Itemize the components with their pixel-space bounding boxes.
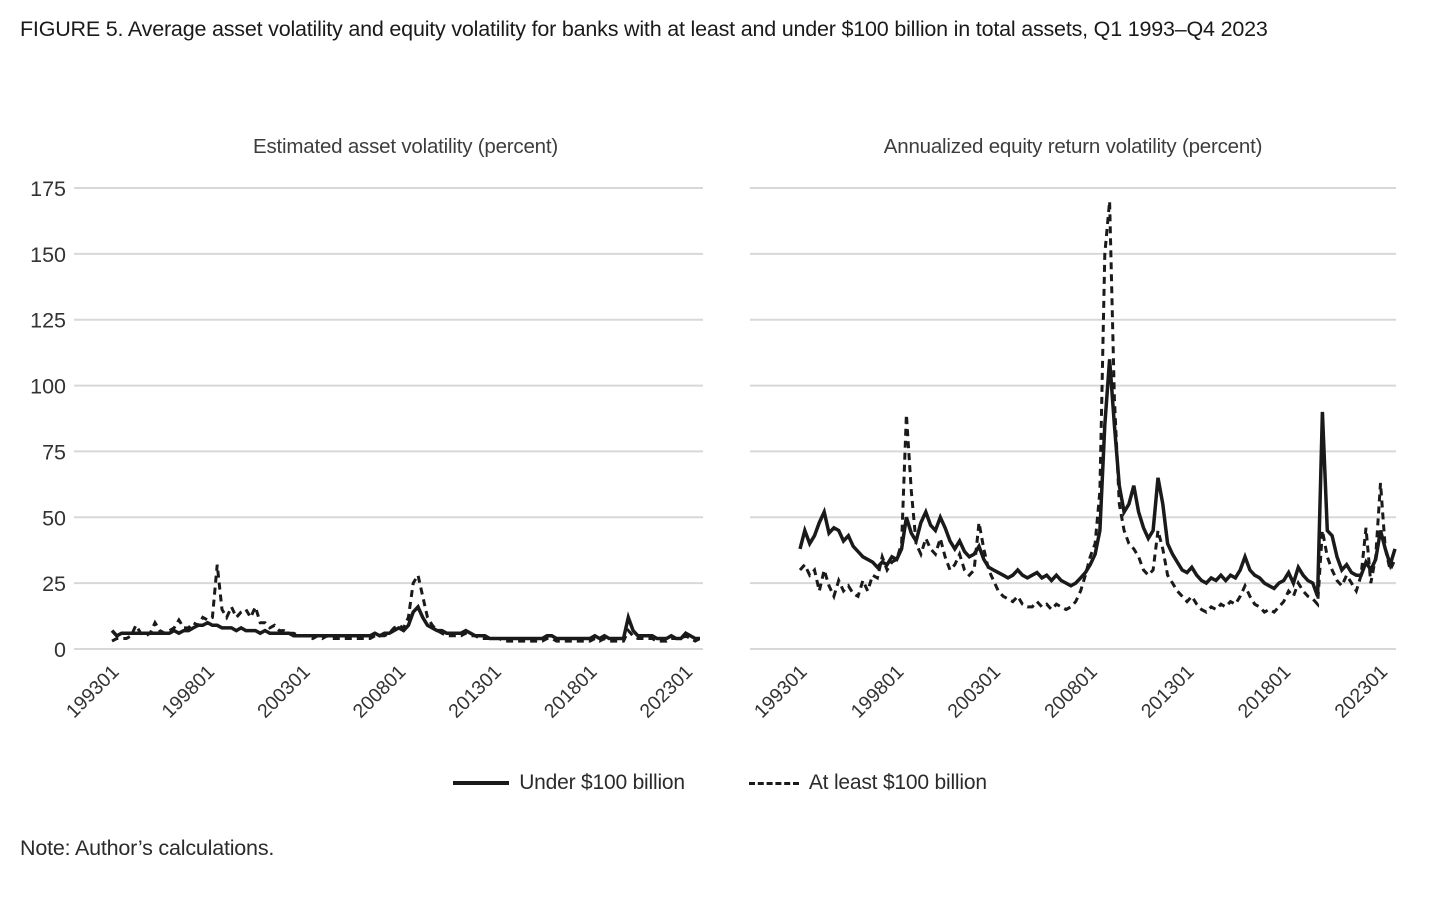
left-chart-title: Estimated asset volatility (percent) <box>253 135 558 158</box>
legend-label-under-100b: Under $100 billion <box>519 771 685 794</box>
figure-title: FIGURE 5. Average asset volatility and e… <box>20 17 1268 41</box>
x-tick-label-201801: 201801 <box>1234 661 1296 723</box>
legend-label-at-least-100b: At least $100 billion <box>808 771 987 794</box>
series-line-at-least-100b <box>798 201 1397 614</box>
figure-note: Note: Author’s calculations. <box>20 836 275 860</box>
x-tick-label-199301: 199301 <box>62 661 124 723</box>
x-tick-label-201801: 201801 <box>540 661 602 723</box>
x-tick-label-199301: 199301 <box>750 661 812 723</box>
series-line-under-100b <box>110 603 700 641</box>
series-line-at-least-100b <box>111 564 701 643</box>
asset-volatility-chart: 0 25 50 75 100 125 150 175 199301 199801 200301 200… <box>30 177 703 723</box>
x-tick-label-199801: 199801 <box>847 661 909 723</box>
y-tick-label-50: 50 <box>42 506 66 530</box>
y-tick-label-125: 125 <box>30 309 66 333</box>
chart-legend: Under $100 billion At least $100 billion <box>0 766 1440 800</box>
x-tick-label-200801: 200801 <box>1040 661 1102 723</box>
x-tick-label-200301: 200301 <box>943 661 1005 723</box>
x-tick-label-201301: 201301 <box>444 661 506 723</box>
right-chart-title: Annualized equity return volatility (per… <box>883 135 1263 158</box>
series-line-under-100b <box>798 359 1397 597</box>
x-tick-label-201301: 201301 <box>1137 661 1199 723</box>
legend-item-at-least-100b: At least $100 billion <box>748 771 987 795</box>
y-tick-label-100: 100 <box>30 375 66 399</box>
equity-volatility-chart: 199301 199801 200301 200801 201301 201801 2023… <box>750 187 1397 723</box>
y-tick-label-150: 150 <box>30 243 66 267</box>
x-tick-label-200301: 200301 <box>253 661 315 723</box>
y-tick-label-25: 25 <box>42 572 66 596</box>
x-tick-label-199801: 199801 <box>158 661 220 723</box>
y-tick-label-75: 75 <box>42 440 66 464</box>
solid-line-sample <box>453 781 510 785</box>
x-tick-label-202301: 202301 <box>1330 661 1392 723</box>
y-tick-label-0: 0 <box>54 638 66 662</box>
y-tick-label-175: 175 <box>30 177 66 201</box>
x-tick-label-200801: 200801 <box>349 661 411 723</box>
dashed-line-sample <box>748 781 799 785</box>
x-tick-label-202301: 202301 <box>636 661 698 723</box>
legend-item-under-100b: Under $100 billion <box>453 771 685 795</box>
